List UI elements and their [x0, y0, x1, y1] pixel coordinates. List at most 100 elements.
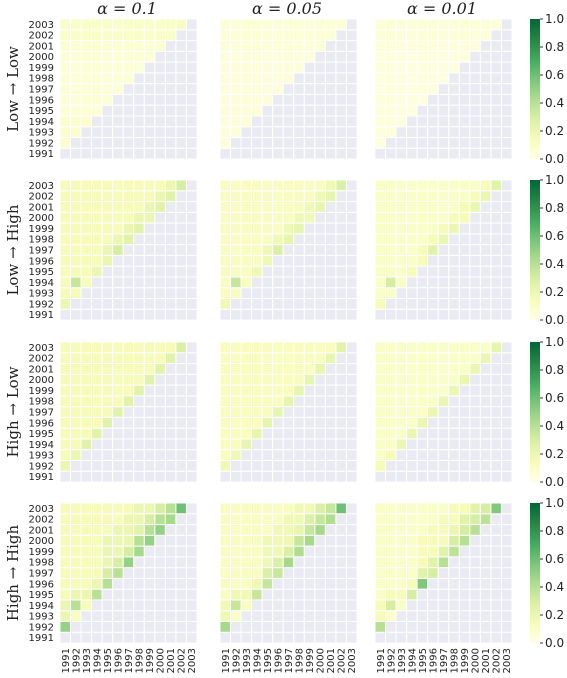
heatmap-empty-cell — [469, 610, 481, 622]
heatmap-empty-cell — [437, 438, 450, 451]
heatmap-empty-cell — [469, 72, 481, 85]
heatmap-empty-cell — [335, 201, 347, 213]
heatmap-empty-cell — [324, 373, 337, 386]
heatmap-cell — [70, 40, 82, 52]
heatmap-cell — [406, 190, 418, 203]
heatmap-empty-cell — [479, 265, 492, 278]
heatmap-cell — [385, 556, 397, 569]
heatmap-cell — [448, 341, 460, 354]
heatmap-empty-cell — [324, 610, 337, 622]
heatmap-cell — [112, 40, 124, 52]
heatmap-empty-cell — [272, 254, 284, 267]
heatmap-empty-cell — [335, 50, 347, 63]
heatmap-empty-cell — [122, 244, 135, 256]
heatmap-cell — [70, 276, 82, 289]
heatmap-cell — [416, 40, 429, 52]
heatmap-cell — [374, 352, 387, 365]
heatmap-empty-cell — [500, 297, 513, 310]
heatmap-empty-cell — [230, 136, 242, 149]
heatmap-empty-cell — [185, 190, 198, 203]
heatmap-empty-cell — [416, 610, 429, 622]
heatmap-cell — [101, 40, 114, 52]
heatmap-empty-cell — [345, 201, 358, 213]
heatmap-empty-cell — [437, 254, 450, 267]
heatmap-cell — [230, 567, 242, 579]
heatmap-cell — [261, 222, 274, 235]
heatmap-empty-cell — [154, 104, 166, 117]
x-tick-label: 1992 — [231, 648, 242, 673]
heatmap-cell — [406, 104, 418, 117]
heatmap-cell — [261, 341, 274, 354]
heatmap-cell — [230, 50, 242, 63]
heatmap-cell — [251, 72, 263, 85]
heatmap-empty-cell — [335, 83, 347, 95]
heatmap-empty-cell — [133, 438, 145, 451]
heatmap-cell — [230, 190, 242, 203]
heatmap-empty-cell — [143, 265, 156, 278]
heatmap-empty-cell — [324, 620, 337, 633]
heatmap-cell — [437, 50, 450, 63]
heatmap-cell — [406, 395, 418, 408]
heatmap-empty-cell — [427, 631, 439, 644]
heatmap-empty-cell — [437, 104, 450, 117]
heatmap-cell — [374, 341, 387, 354]
heatmap-cell — [219, 599, 232, 612]
heatmap-cell — [261, 93, 274, 106]
heatmap-empty-cell — [154, 222, 166, 235]
heatmap-cell — [133, 352, 145, 365]
heatmap-empty-cell — [448, 147, 460, 160]
heatmap-empty-cell — [345, 287, 358, 299]
heatmap-cell — [219, 29, 232, 42]
heatmap-empty-cell — [164, 610, 177, 622]
heatmap-cell — [374, 190, 387, 203]
heatmap-empty-cell — [175, 211, 187, 224]
heatmap-empty-cell — [80, 631, 93, 644]
heatmap-empty-cell — [164, 449, 177, 461]
heatmap-cell — [80, 406, 93, 418]
heatmap-cell — [261, 416, 274, 429]
heatmap-empty-cell — [272, 588, 284, 601]
heatmap-empty-cell — [335, 126, 347, 138]
heatmap-empty-cell — [314, 588, 326, 601]
heatmap-cell — [469, 513, 481, 526]
heatmap-cell — [282, 40, 295, 52]
heatmap-empty-cell — [272, 115, 284, 128]
heatmap-cell — [101, 244, 114, 256]
heatmap-empty-cell — [154, 93, 166, 106]
x-tick-label: 1996 — [273, 648, 284, 673]
heatmap-empty-cell — [324, 631, 337, 644]
heatmap-cell — [112, 406, 124, 418]
heatmap-empty-cell — [303, 72, 316, 85]
heatmap-cell — [154, 524, 166, 536]
heatmap-cell — [101, 352, 114, 365]
y-tick-label: 1995 — [29, 429, 54, 440]
heatmap-cell — [395, 352, 408, 365]
colorbar-tick-label: 0.4 — [545, 257, 564, 271]
heatmap-empty-cell — [458, 395, 471, 408]
heatmap-cell — [143, 18, 156, 31]
heatmap-empty-cell — [335, 513, 347, 526]
heatmap-cell — [406, 61, 418, 74]
heatmap-empty-cell — [374, 631, 387, 644]
heatmap-empty-cell — [185, 545, 198, 558]
heatmap-cell — [437, 395, 450, 408]
heatmap-empty-cell — [293, 72, 305, 85]
heatmap-cell — [282, 179, 295, 192]
x-tick-label: 1998 — [450, 648, 461, 673]
heatmap-cell — [112, 567, 124, 579]
heatmap-empty-cell — [490, 556, 502, 569]
heatmap-empty-cell — [416, 287, 429, 299]
heatmap-empty-cell — [427, 93, 439, 106]
heatmap-cell — [374, 222, 387, 235]
heatmap-empty-cell — [500, 83, 513, 95]
heatmap-empty-cell — [490, 416, 502, 429]
heatmap-empty-cell — [133, 276, 145, 289]
heatmap-cell — [230, 556, 242, 569]
heatmap-cell — [70, 556, 82, 569]
heatmap-empty-cell — [154, 147, 166, 160]
heatmap-cell — [122, 524, 135, 536]
heatmap-cell — [251, 545, 263, 558]
heatmap-empty-cell — [80, 470, 93, 483]
heatmap-empty-cell — [437, 406, 450, 418]
heatmap-cell — [230, 513, 242, 526]
